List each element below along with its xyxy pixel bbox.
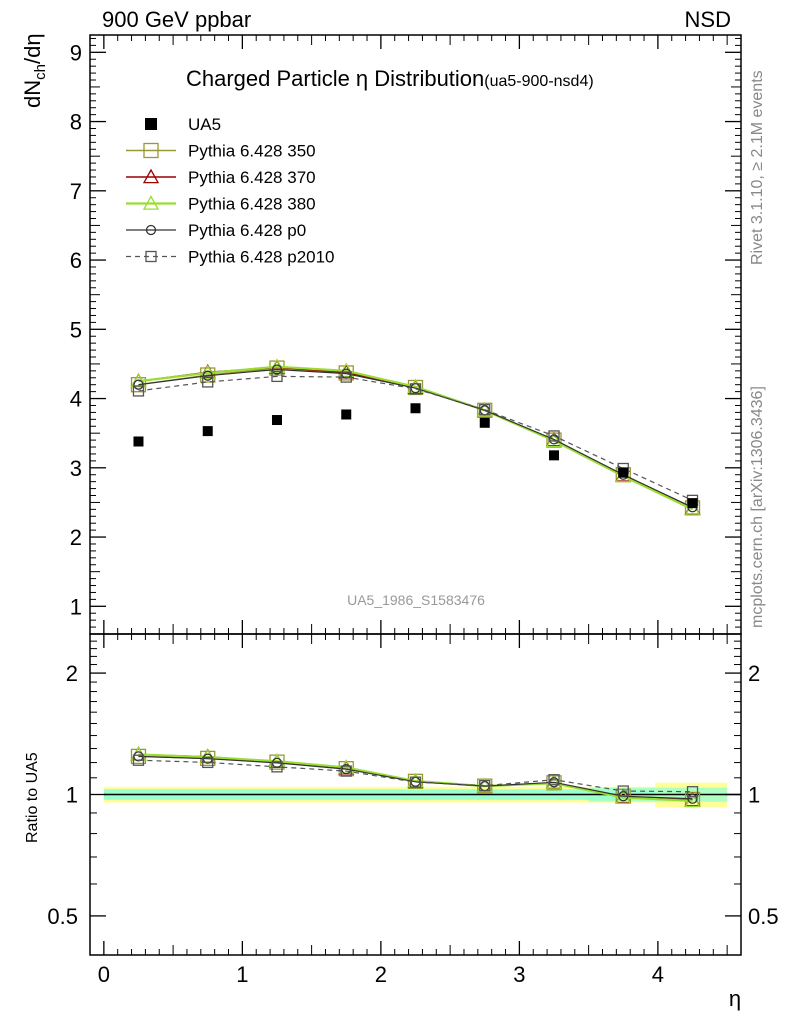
title-main2: Distribution — [368, 66, 484, 91]
legend-label: Pythia 6.428 380 — [188, 195, 316, 214]
ratio-y-tick-label-right: 1 — [748, 783, 760, 808]
y-tick-label: 9 — [70, 40, 82, 65]
legend-label: Pythia 6.428 p0 — [188, 221, 306, 240]
y-tick-label: 5 — [70, 317, 82, 342]
series-line-3 — [138, 365, 693, 511]
data-point — [687, 498, 698, 509]
ratio-y-tick-label-right: 0.5 — [748, 904, 779, 929]
title-eta: η — [356, 66, 368, 91]
chart-title: Charged Particle η Distribution(ua5-900-n… — [186, 66, 594, 91]
y-tick-label: 8 — [70, 110, 82, 135]
series-point-5 — [340, 371, 352, 383]
legend-label: Pythia 6.428 p2010 — [188, 248, 335, 267]
data-point — [271, 415, 282, 426]
y-tick-label: 2 — [70, 525, 82, 550]
x-tick-label: 3 — [513, 962, 525, 987]
ylabel-tail: /dη — [20, 33, 45, 64]
y-tick-label: 1 — [70, 594, 82, 619]
legend-label: Pythia 6.428 350 — [188, 142, 316, 161]
series-point-5 — [271, 370, 283, 383]
ratio-series-line-4 — [138, 759, 693, 793]
rivet-label: Rivet 3.1.10, ≥ 2.1M events — [749, 70, 766, 265]
header-right: NSD — [685, 7, 731, 32]
main-plot-area: 1 2 3 4 5 6 7 8 9 — [70, 34, 742, 955]
analysis-watermark: UA5_1986_S1583476 — [347, 592, 485, 608]
x-axis-label: η — [729, 986, 741, 1011]
ratio-y-tick-label: 0.5 — [47, 904, 78, 929]
data-point — [618, 467, 629, 478]
legend-marker — [145, 224, 157, 236]
ratio-series-point-4 — [617, 785, 629, 797]
series-point-5 — [479, 403, 491, 416]
data-point — [479, 417, 490, 428]
series-point-1 — [130, 377, 147, 393]
ratio-series-point-4 — [132, 754, 145, 766]
data-point — [410, 403, 421, 414]
series-point-4 — [133, 379, 144, 390]
title-main: Charged Particle — [186, 66, 350, 91]
ratio-series-point-2 — [684, 792, 701, 808]
series-point-4 — [202, 370, 213, 381]
legend-marker — [142, 195, 160, 210]
x-tick-label: 0 — [98, 962, 110, 987]
legend-label: Pythia 6.428 370 — [188, 168, 316, 187]
legend: UA5 Pythia 6.428 350 Pythia 6.428 370 Pythi… — [126, 115, 335, 267]
title-tag: (ua5-900-nsd4) — [484, 73, 593, 90]
ratio-series-line-2 — [138, 753, 693, 803]
series-line-1 — [138, 367, 693, 509]
legend-marker — [143, 142, 159, 159]
series-point-5 — [548, 430, 560, 442]
ratio-series-point-3 — [687, 793, 698, 804]
legend-marker-data — [145, 118, 157, 130]
data-point — [549, 450, 560, 461]
header-left: 900 GeV ppbar — [102, 7, 251, 32]
data-point — [202, 426, 213, 437]
ratio-y-tick-label: 1 — [66, 783, 78, 808]
series-point-3 — [130, 372, 147, 388]
y-tick-label: 7 — [70, 179, 82, 204]
ylabel-dn: dN — [20, 80, 45, 108]
ratio-series-point-4 — [202, 756, 214, 769]
y-tick-label: 4 — [70, 387, 82, 412]
legend-label: UA5 — [188, 115, 221, 134]
ratio-series-point-4 — [271, 761, 283, 773]
ylabel-sub: ch — [32, 64, 49, 80]
ratio-y-tick-label: 2 — [66, 661, 78, 686]
series-point-3 — [545, 432, 563, 448]
series-point-5 — [202, 376, 214, 388]
main-y-label: dNch/dη — [20, 33, 49, 108]
series-point-4 — [271, 364, 283, 375]
ratio-series-point-4 — [340, 765, 352, 777]
ratio-series-point-4 — [479, 779, 491, 792]
series-line-4 — [138, 368, 693, 508]
ratio-series-point-4 — [409, 776, 422, 788]
mcplots-label: mcplots.cern.ch [arXiv:1306.3436] — [749, 386, 766, 628]
data-point — [133, 436, 144, 447]
x-tick-label: 1 — [236, 962, 248, 987]
ratio-y-label: Ratio to UA5 — [24, 752, 41, 843]
y-tick-label: 6 — [70, 248, 82, 273]
series-point-3 — [684, 501, 701, 516]
data-point — [341, 409, 352, 420]
legend-marker — [142, 168, 160, 184]
ratio-series-point-4 — [686, 786, 699, 798]
series-point-5 — [132, 385, 145, 397]
x-tick-label: 2 — [375, 962, 387, 987]
legend-marker — [145, 250, 157, 263]
series-point-5 — [409, 383, 422, 395]
series-line-5 — [138, 375, 693, 501]
x-tick-label: 4 — [652, 962, 664, 987]
y-tick-label: 3 — [70, 456, 82, 481]
ratio-series-line-3 — [138, 755, 693, 800]
ratio-plot-area: 0 1 2 3 4 0.5 0.5 1 1 2 2 — [47, 633, 779, 987]
ratio-y-tick-label-right: 2 — [748, 661, 760, 686]
ratio-series-point-4 — [548, 774, 560, 786]
